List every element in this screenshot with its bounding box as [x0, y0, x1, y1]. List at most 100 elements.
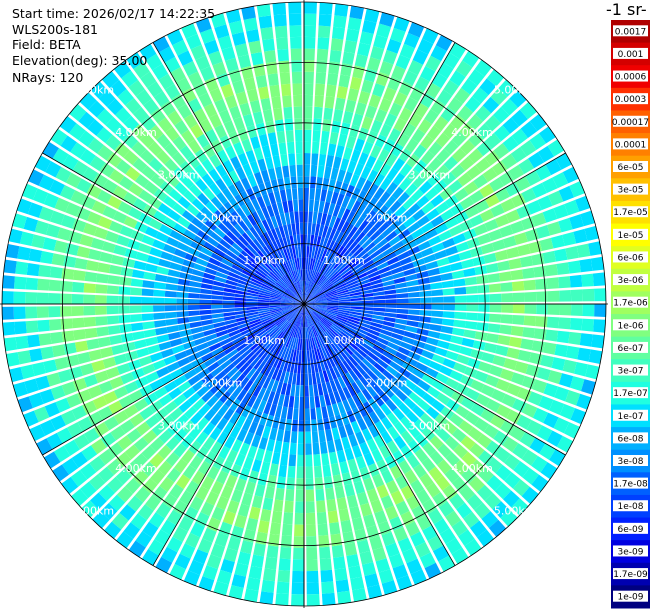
ppi-gate — [45, 223, 61, 238]
ppi-gate — [367, 270, 380, 279]
ppi-gate — [242, 163, 253, 177]
ppi-gate — [334, 180, 343, 194]
ppi-gate — [119, 323, 132, 334]
ppi-gate — [549, 399, 565, 415]
ppi-gate — [464, 411, 480, 426]
ppi-gate — [314, 307, 327, 313]
ppi-gate — [72, 377, 88, 392]
ppi-gate — [159, 224, 173, 236]
ppi-gate — [538, 126, 556, 144]
ppi-gate — [210, 480, 224, 496]
ppi-gate — [144, 181, 159, 195]
ppi-gate — [269, 295, 282, 300]
ppi-gate — [343, 40, 358, 54]
ppi-gate — [98, 90, 116, 107]
ppi-gate — [181, 129, 195, 145]
ppi-gate — [559, 304, 572, 316]
ppi-gate — [57, 369, 73, 383]
ppi-gate — [167, 110, 183, 126]
ppi-gate — [424, 562, 442, 579]
ppi-gate — [77, 351, 91, 365]
ppi-gate — [269, 327, 280, 337]
ppi-gate — [245, 304, 258, 308]
ppi-gate — [287, 312, 297, 322]
ppi-gate — [467, 426, 483, 442]
ppi-gate — [536, 425, 553, 442]
ppi-gate — [293, 270, 298, 282]
ppi-gate — [285, 335, 292, 348]
ppi-gate — [414, 334, 428, 343]
ppi-gate — [374, 257, 387, 267]
ppi-gate — [286, 311, 296, 321]
ppi-gate — [169, 483, 184, 499]
ppi-gate — [250, 136, 261, 150]
ppi-gate — [379, 242, 392, 253]
colorbar-tick-label: 0.0017 — [615, 27, 647, 37]
ppi-gate — [105, 134, 122, 151]
ppi-gate — [556, 330, 570, 344]
ppi-gate — [48, 306, 61, 318]
ppi-gate — [97, 336, 111, 348]
ppi-gate — [323, 201, 331, 215]
ppi-gate — [195, 486, 210, 501]
ppi-gate — [97, 466, 115, 483]
ppi-gate — [69, 104, 87, 122]
ppi-gate — [321, 280, 331, 290]
ppi-gate — [450, 164, 466, 179]
ppi-gate — [312, 211, 318, 224]
colorbar-label-bg — [613, 455, 648, 466]
ppi-gate — [216, 495, 230, 511]
ppi-gate — [261, 283, 273, 290]
ppi-gate — [388, 128, 402, 143]
ppi-gate — [235, 402, 246, 415]
ppi-gate — [242, 113, 255, 128]
ppi-gate — [476, 433, 492, 449]
ppi-gate — [356, 190, 367, 203]
ppi-gate — [190, 241, 203, 252]
ppi-gate — [341, 329, 353, 338]
ppi-gate — [283, 106, 293, 120]
ppi-gate — [291, 258, 297, 271]
ppi-gate — [423, 254, 437, 264]
ppi-gate — [350, 213, 361, 226]
ppi-gate — [305, 281, 309, 293]
ppi-gate — [378, 333, 391, 341]
ppi-gate — [562, 166, 579, 184]
ppi-gate — [211, 506, 225, 521]
ppi-gate — [3, 337, 18, 352]
ppi-gate — [373, 307, 386, 312]
ppi-gate — [196, 385, 210, 398]
ppi-gate — [483, 342, 498, 354]
ppi-gate — [321, 406, 329, 419]
ppi-gate — [482, 167, 498, 183]
ppi-gate — [165, 318, 178, 326]
ppi-gate — [270, 143, 279, 157]
ppi-gate — [392, 407, 406, 421]
ppi-gate — [140, 115, 157, 132]
ppi-gate — [403, 216, 416, 228]
ppi-gate — [341, 436, 351, 450]
ppi-gate — [273, 440, 283, 454]
ppi-gate — [262, 425, 271, 439]
ppi-gate — [382, 279, 395, 287]
ppi-gate — [271, 203, 280, 216]
ppi-gate — [212, 285, 225, 292]
ppi-gate — [321, 318, 332, 328]
ppi-gate — [182, 386, 196, 400]
ppi-gate — [77, 389, 92, 404]
ppi-gate — [535, 291, 548, 302]
ppi-gate — [154, 273, 168, 283]
ppi-gate — [547, 290, 560, 302]
colorbar-tick-label: 1.7e-09 — [613, 570, 648, 580]
ppi-gate — [304, 211, 308, 223]
ppi-gate — [262, 193, 271, 207]
ppi-gate — [234, 193, 245, 207]
ppi-gate — [425, 482, 441, 498]
ppi-gate — [257, 299, 270, 303]
ppi-gate — [358, 234, 370, 246]
ppi-gate — [461, 451, 477, 467]
ppi-gate — [102, 179, 118, 194]
ppi-gate — [226, 366, 239, 378]
ppi-gate — [464, 538, 482, 556]
ppi-gate — [512, 443, 529, 459]
